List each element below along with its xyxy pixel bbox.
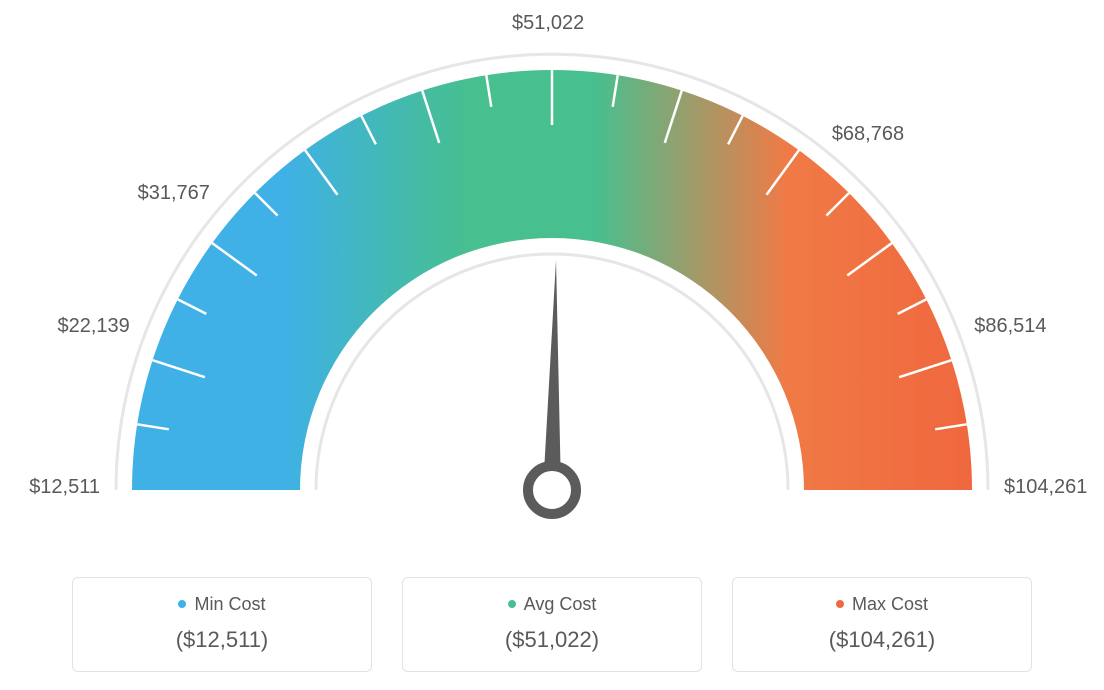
max-cost-card: Max Cost ($104,261) [732,577,1032,672]
min-cost-label: Min Cost [194,594,265,614]
gauge-scale-label: $12,511 [29,476,100,499]
min-cost-value: ($12,511) [83,627,361,653]
max-cost-title: Max Cost [743,594,1021,615]
max-dot-icon [836,600,844,608]
avg-cost-title: Avg Cost [413,594,691,615]
gauge-scale-label: $86,514 [974,315,1046,338]
gauge-scale-label: $31,767 [138,182,210,205]
gauge-svg [0,0,1104,560]
max-cost-value: ($104,261) [743,627,1021,653]
min-dot-icon [178,600,186,608]
max-cost-label: Max Cost [852,594,928,614]
gauge-chart: $12,511 $22,139 $31,767 $51,022 $68,768 $86,5… [0,0,1104,560]
avg-cost-label: Avg Cost [524,594,597,614]
avg-dot-icon [508,600,516,608]
gauge-scale-label: $104,261 [1004,476,1087,499]
summary-cards: Min Cost ($12,511) Avg Cost ($51,022) Ma… [0,577,1104,672]
min-cost-card: Min Cost ($12,511) [72,577,372,672]
avg-cost-card: Avg Cost ($51,022) [402,577,702,672]
avg-cost-value: ($51,022) [413,627,691,653]
min-cost-title: Min Cost [83,594,361,615]
gauge-scale-label: $22,139 [57,315,129,338]
gauge-scale-label: $51,022 [512,12,584,35]
gauge-scale-label: $68,768 [832,123,904,146]
